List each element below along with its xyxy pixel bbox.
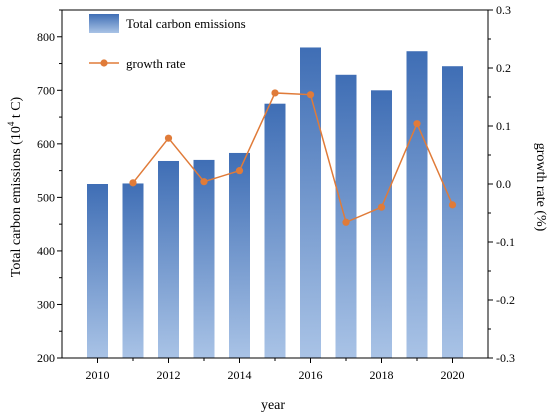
x-tick-label-2018: 2018 [370, 368, 394, 382]
left-y-axis-title-main: Total carbon emissions (10 [9, 126, 24, 277]
growth-point-2016 [306, 91, 315, 99]
y-right-tick-label-1: -0.2 [496, 293, 515, 307]
growth-point-2014 [235, 167, 244, 175]
x-tick-label-2016: 2016 [299, 368, 323, 382]
x-tick-label-2010: 2010 [86, 368, 110, 382]
y-left-tick-label-300: 300 [37, 297, 55, 311]
bar-2018 [371, 90, 392, 359]
y-right-tick-label-5: 0.2 [496, 61, 511, 75]
bar-2020 [442, 66, 463, 358]
y-right-tick-label-4: 0.1 [496, 119, 511, 133]
right-y-axis-title: growth rate (%) [533, 143, 548, 232]
bar-series [87, 47, 463, 359]
growth-point-2013 [200, 178, 208, 186]
legend-label-bars: Total carbon emissions [126, 16, 246, 31]
y-right-tick-label-3: 0.0 [496, 177, 511, 191]
y-left-tick-label-600: 600 [37, 137, 55, 151]
growth-point-2017 [342, 218, 350, 226]
growth-rate-line [132, 92, 454, 224]
x-tick-label-2020: 2020 [441, 368, 465, 382]
legend-swatch-marker [100, 59, 108, 67]
left-y-axis-title-tail: t C) [9, 96, 24, 121]
y-left-tick-label-400: 400 [37, 244, 55, 258]
bar-2014 [229, 152, 250, 358]
y-left-tick-label-800: 800 [37, 30, 55, 44]
y-right-tick-label-6: 0.3 [496, 3, 511, 17]
y-left-tick-label-500: 500 [37, 190, 55, 204]
growth-point-2011 [129, 179, 137, 187]
growth-point-2019 [413, 120, 421, 128]
x-tick-label-2014: 2014 [228, 368, 252, 382]
bar-2016 [300, 47, 321, 358]
bar-2015 [264, 103, 286, 358]
bar-2010 [87, 184, 108, 358]
y-left-tick-label-700: 700 [37, 83, 55, 97]
bar-2011 [122, 183, 144, 358]
legend-label-line: growth rate [126, 56, 186, 71]
bar-2017 [335, 74, 357, 358]
bar-2019 [406, 51, 428, 359]
growth-point-2020 [448, 201, 457, 209]
line-series [129, 89, 457, 226]
growth-point-2012 [164, 134, 173, 142]
growth-point-2018 [377, 203, 386, 211]
bar-2012 [158, 160, 179, 358]
left-y-axis-title-superscript: 4 [6, 121, 16, 126]
x-axis-title: year [261, 398, 285, 413]
legend-swatch-bars [89, 14, 119, 33]
x-tick-label-2012: 2012 [157, 368, 181, 382]
y-right-tick-label-0: -0.3 [496, 351, 515, 365]
y-left-tick-label-200: 200 [37, 351, 55, 365]
left-y-axis-title: Total carbon emissions (104 t C) [6, 96, 24, 277]
axes: 2010 2012 2014 2016 2018 2020 200 300 400 500 600 7… [37, 3, 515, 382]
legend: Total carbon emissions growth rate [89, 14, 246, 71]
growth-point-2015 [271, 89, 279, 97]
y-right-tick-label-2: -0.1 [496, 235, 515, 249]
bar-2013 [193, 159, 215, 358]
